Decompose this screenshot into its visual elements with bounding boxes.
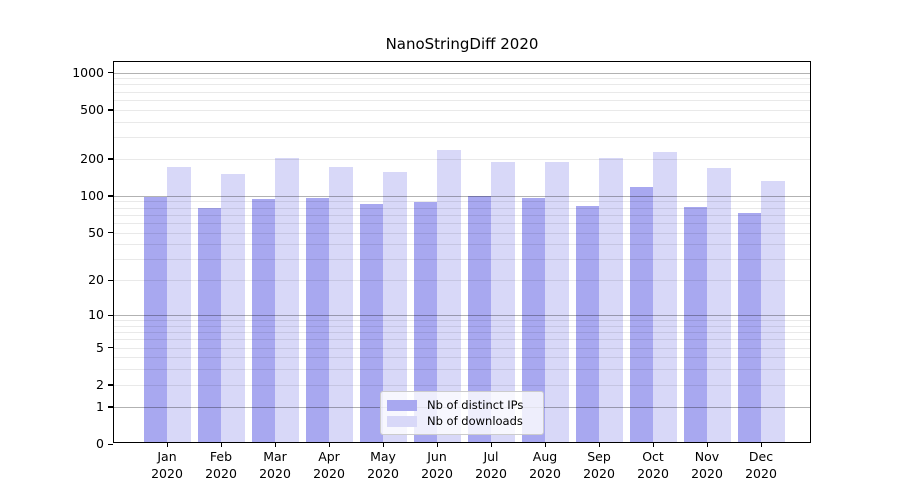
minor-gridline-200 [114,158,810,160]
bar-may-downloads [383,171,407,442]
y-tick-label-5: 5 [96,339,104,355]
y-tick-0 [107,443,113,445]
minor-gridline-800 [114,84,810,86]
bar-dec-downloads [761,180,785,442]
y-tick-label-500: 500 [80,101,104,117]
bar-feb-ips [197,208,221,442]
minor-gridline-700 [114,91,810,93]
bar-apr-downloads [329,167,353,442]
y-tick-label-1: 1 [96,398,104,414]
y-tick-label-10: 10 [88,307,104,323]
bar-jul-downloads [491,161,515,442]
bar-nov-downloads [707,168,731,442]
y-tick-1000 [107,72,113,74]
x-tick-label-sep: Sep 2020 [583,449,615,481]
x-tick-label-feb: Feb 2020 [205,449,237,481]
bar-oct-ips [629,187,653,442]
bar-mar-ips [251,198,275,442]
bar-feb-downloads [221,174,245,442]
x-tick-label-apr: Apr 2020 [313,449,345,481]
bar-dec-ips [737,212,761,442]
legend-swatch-downloads [387,416,417,427]
plot-area: 0 1 2 5 10 20 50 100 200 500 1000 Jan 2020 Feb 2020 M… [72,61,811,481]
bar-aug-ips [521,198,545,442]
y-tick-10 [107,314,113,316]
bar-sep-downloads [599,157,623,442]
x-tick-jun [436,442,438,447]
x-tick-dec [760,442,762,447]
y-tick-label-20: 20 [88,272,104,288]
x-tick-label-aug: Aug 2020 [529,449,561,481]
legend: Nb of distinct IPs Nb of downloads [380,391,544,435]
y-tick-label-0: 0 [96,436,104,451]
minor-gridline-900 [114,78,810,80]
bar-jan-ips [143,196,167,442]
y-tick-50 [107,232,113,234]
legend-row-ips: Nb of distinct IPs [387,398,537,413]
x-tick-label-mar: Mar 2020 [259,449,291,481]
y-tick-100 [107,195,113,197]
major-gridline-1000 [114,72,810,74]
x-tick-feb [220,442,222,447]
y-tick-label-100: 100 [80,187,104,203]
x-tick-jul [490,442,492,447]
x-tick-aug [544,442,546,447]
major-gridline-100 [114,195,810,197]
x-tick-label-oct: Oct 2020 [637,449,669,481]
bar-sep-ips [575,206,599,442]
minor-gridline-400 [114,121,810,123]
bar-jun-ips [413,201,437,442]
minor-gridline-600 [114,99,810,101]
bar-oct-downloads [653,151,677,442]
minor-gridline-90 [114,201,810,203]
y-tick-20 [107,279,113,282]
bar-apr-ips [305,198,329,442]
x-tick-label-jan: Jan 2020 [151,449,183,481]
bar-nov-ips [683,207,707,442]
y-tick-label-2: 2 [96,376,104,392]
y-tick-200 [107,158,113,160]
x-tick-label-jul: Jul 2020 [475,449,507,481]
legend-swatch-ips [387,400,417,411]
x-tick-oct [652,442,654,447]
x-tick-label-nov: Nov 2020 [691,449,723,481]
bar-may-ips [359,204,383,442]
x-tick-label-may: May 2020 [367,449,399,481]
y-tick-500 [107,109,113,111]
bar-mar-downloads [275,157,299,442]
x-tick-jan [166,442,168,447]
x-tick-sep [598,442,600,447]
y-tick-5 [107,347,113,349]
minor-gridline-300 [114,137,810,139]
x-tick-label-jun: Jun 2020 [421,449,453,481]
legend-row-downloads: Nb of downloads [387,414,537,429]
bar-jan-downloads [167,166,191,442]
x-tick-may [382,442,384,447]
chart-title: NanoStringDiff 2020 [385,35,539,53]
bar-aug-downloads [545,162,569,442]
minor-gridline-500 [114,109,810,111]
y-tick-label-50: 50 [88,224,104,240]
bar-jul-ips [467,196,491,442]
y-tick-label-200: 200 [80,150,104,166]
legend-label-downloads: Nb of downloads [427,414,523,428]
legend-label-ips: Nb of distinct IPs [427,398,524,412]
bar-jun-downloads [437,149,461,442]
y-tick-2 [107,384,113,386]
x-tick-label-dec: Dec 2020 [745,449,777,481]
x-tick-mar [274,442,276,447]
y-tick-1 [107,406,113,408]
x-tick-apr [328,442,330,447]
x-tick-nov [706,442,708,447]
y-tick-label-1000: 1000 [72,64,104,80]
